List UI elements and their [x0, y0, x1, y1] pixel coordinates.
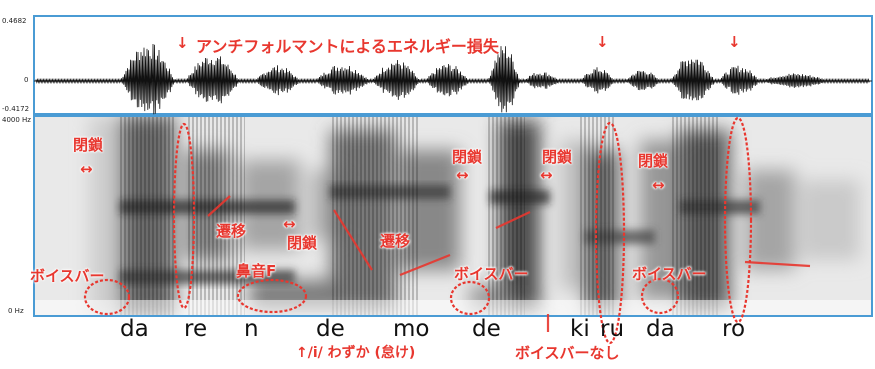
syllable-5: mo [393, 316, 430, 342]
transition-label-2: 遷移 [380, 232, 411, 250]
spectrogram-axis-bottom: 0 Hz [8, 307, 24, 315]
transition-line-4 [495, 211, 531, 229]
waveform-path [35, 43, 870, 115]
closure-label-5: 閉鎖 [287, 234, 318, 252]
waveform-down-arrow-2: ↓ [596, 33, 609, 51]
syllable-8: ru [600, 316, 625, 342]
transition-line-2 [333, 209, 373, 271]
ellipse-ro-release [723, 116, 753, 324]
no-voicebar-note: ボイスバーなし [515, 344, 620, 362]
closure-arrow-1: ↔ [80, 160, 93, 178]
voicebar-label-3: ボイスバー [632, 265, 707, 283]
syllable-10: ro [722, 316, 746, 342]
spectrogram-axis-top: 4000 Hz [2, 116, 31, 124]
syllable-2: re [184, 316, 208, 342]
syllable-7: ki [570, 316, 590, 342]
closure-label-2: 閉鎖 [452, 148, 483, 166]
ellipse-voicebar-da [83, 278, 131, 316]
closure-label-1: 閉鎖 [73, 136, 104, 154]
syllable-3: n [244, 316, 259, 342]
closure-arrow-3: ↔ [540, 166, 553, 184]
closure-arrow-5: ↔ [283, 215, 296, 233]
ellipse-nasal-formant [236, 278, 308, 314]
closure-label-3: 閉鎖 [542, 148, 573, 166]
syllable-4: de [316, 316, 345, 342]
formant-line-ro [744, 260, 811, 268]
ellipse-re-release [172, 122, 196, 310]
nasal-formant-label: 鼻音F [236, 262, 277, 280]
ellipse-voicebar-da2 [640, 277, 680, 315]
closure-arrow-2: ↔ [456, 166, 469, 184]
waveform-down-arrow-3: ↓ [728, 33, 741, 51]
transition-line-1 [207, 195, 231, 217]
waveform-axis-top: 0.4682 [2, 17, 27, 25]
antiformant-caption: アンチフォルマントによるエネルギー損失 [196, 37, 499, 56]
annotation-shapes [83, 116, 811, 345]
ellipse-ru-release [594, 121, 626, 345]
transition-line-3 [399, 253, 451, 277]
voicebar-label-2: ボイスバー [454, 265, 529, 283]
transition-label-1: 遷移 [216, 222, 247, 240]
lazy-i-note: ↑/i/ わずか (怠け) [296, 345, 416, 361]
syllable-1: da [120, 316, 149, 342]
waveform-down-arrow-1: ↓ [176, 34, 189, 52]
closure-arrow-4: ↔ [652, 176, 665, 194]
voicebar-label-1: ボイスバー [30, 267, 105, 285]
waveform-axis-zero: 0 [24, 76, 29, 84]
ellipse-voicebar-de [449, 280, 491, 316]
waveform-panel [33, 15, 873, 115]
closure-label-4: 閉鎖 [638, 152, 669, 170]
syllable-6: de [472, 316, 501, 342]
waveform-axis-bottom: -0.4172 [2, 105, 30, 113]
waveform-trace [35, 43, 870, 115]
syllable-9: da [646, 316, 675, 342]
spectrogram-image [35, 117, 871, 315]
